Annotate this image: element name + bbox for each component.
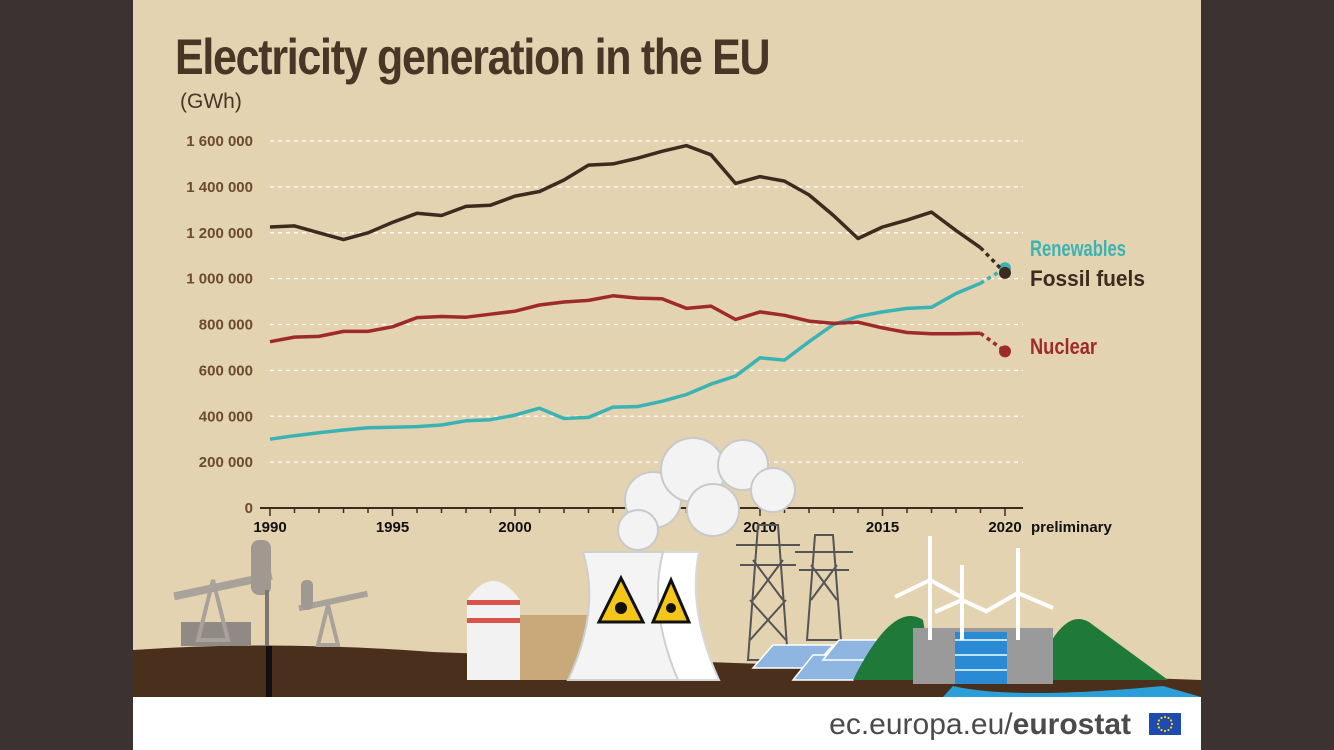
- y-tick-label: 800 000: [199, 317, 253, 334]
- series-labels: Renewables Fossil fuels Nuclear: [1030, 236, 1145, 359]
- hydro-dam-icon: [853, 616, 1201, 697]
- flag-star: [1167, 716, 1170, 720]
- flag-star: [1169, 719, 1173, 722]
- x-tick-label: 1995: [376, 519, 409, 536]
- series-label: Renewables: [1030, 236, 1126, 261]
- y-tick-label: 200 000: [199, 454, 253, 471]
- y-tick-label: 400 000: [199, 408, 253, 425]
- chart-area: 0 200 000 400 000 600 000 800 000 1 000 000 1 …: [133, 133, 1201, 697]
- y-tick-label: 1 200 000: [186, 225, 253, 242]
- flag-star: [1160, 716, 1163, 720]
- flag-star: [1167, 728, 1170, 732]
- flag-star: [1163, 729, 1167, 733]
- footer-url-prefix: ec.europa.eu/: [829, 708, 1013, 741]
- flag-star: [1160, 728, 1163, 732]
- oil-pump-icon: [173, 540, 273, 646]
- energy-illustration: [133, 437, 1201, 697]
- flag-star: [1169, 726, 1173, 729]
- y-axis-ticks: 0 200 000 400 000 600 000 800 000 1 000 000 1 …: [186, 133, 253, 517]
- y-tick-label: 1 400 000: [186, 179, 253, 196]
- y-tick-label: 0: [245, 500, 253, 517]
- flag-star: [1170, 722, 1174, 726]
- x-tick-label: 2000: [498, 519, 531, 536]
- y-tick-label: 1 000 000: [186, 271, 253, 288]
- series-end-point: [999, 345, 1011, 358]
- infographic-panel: Electricity generation in the EU (GWh) 0…: [133, 0, 1201, 750]
- series-label: Nuclear: [1030, 334, 1097, 359]
- solar-panel-icon: [751, 639, 891, 681]
- flag-star: [1157, 726, 1161, 729]
- steam-cloud-icon: [617, 437, 796, 551]
- cooling-tower-icon: [566, 551, 721, 681]
- power-pylon-icon: [736, 524, 853, 661]
- footer-brand: eurostat: [1012, 708, 1131, 741]
- series-line-preliminary: [979, 246, 1007, 275]
- x-tick-label: 2010: [743, 519, 776, 536]
- flag-star: [1163, 715, 1167, 719]
- x-note-label: preliminary: [1031, 519, 1113, 536]
- series-line: [269, 143, 982, 250]
- series-label: Fossil fuels: [1030, 266, 1145, 291]
- y-tick-label: 600 000: [199, 362, 253, 379]
- series-line: [269, 281, 982, 441]
- series-lines: [269, 143, 1011, 441]
- oil-pump-small-icon: [298, 580, 369, 647]
- grid-lines: [270, 140, 1023, 463]
- flag-star: [1156, 722, 1160, 726]
- series-line: [269, 294, 981, 344]
- wind-turbine-icon: [894, 536, 1054, 640]
- eu-flag-icon: [1149, 713, 1181, 735]
- x-tick-label: 1990: [253, 519, 286, 536]
- chart-title: Electricity generation in the EU: [175, 29, 771, 85]
- x-tick-label: 2020: [988, 519, 1021, 536]
- footer-url[interactable]: ec.europa.eu/eurostat: [829, 708, 1131, 742]
- unit-label: (GWh): [180, 90, 242, 113]
- x-axis: 1990199520002005201020152020preliminary: [253, 507, 1113, 536]
- x-tick-label: 2015: [866, 519, 899, 536]
- series-end-point: [999, 266, 1011, 279]
- y-tick-label: 1 600 000: [186, 133, 253, 150]
- footer-bar: ec.europa.eu/eurostat: [133, 697, 1201, 750]
- flag-star: [1157, 719, 1161, 722]
